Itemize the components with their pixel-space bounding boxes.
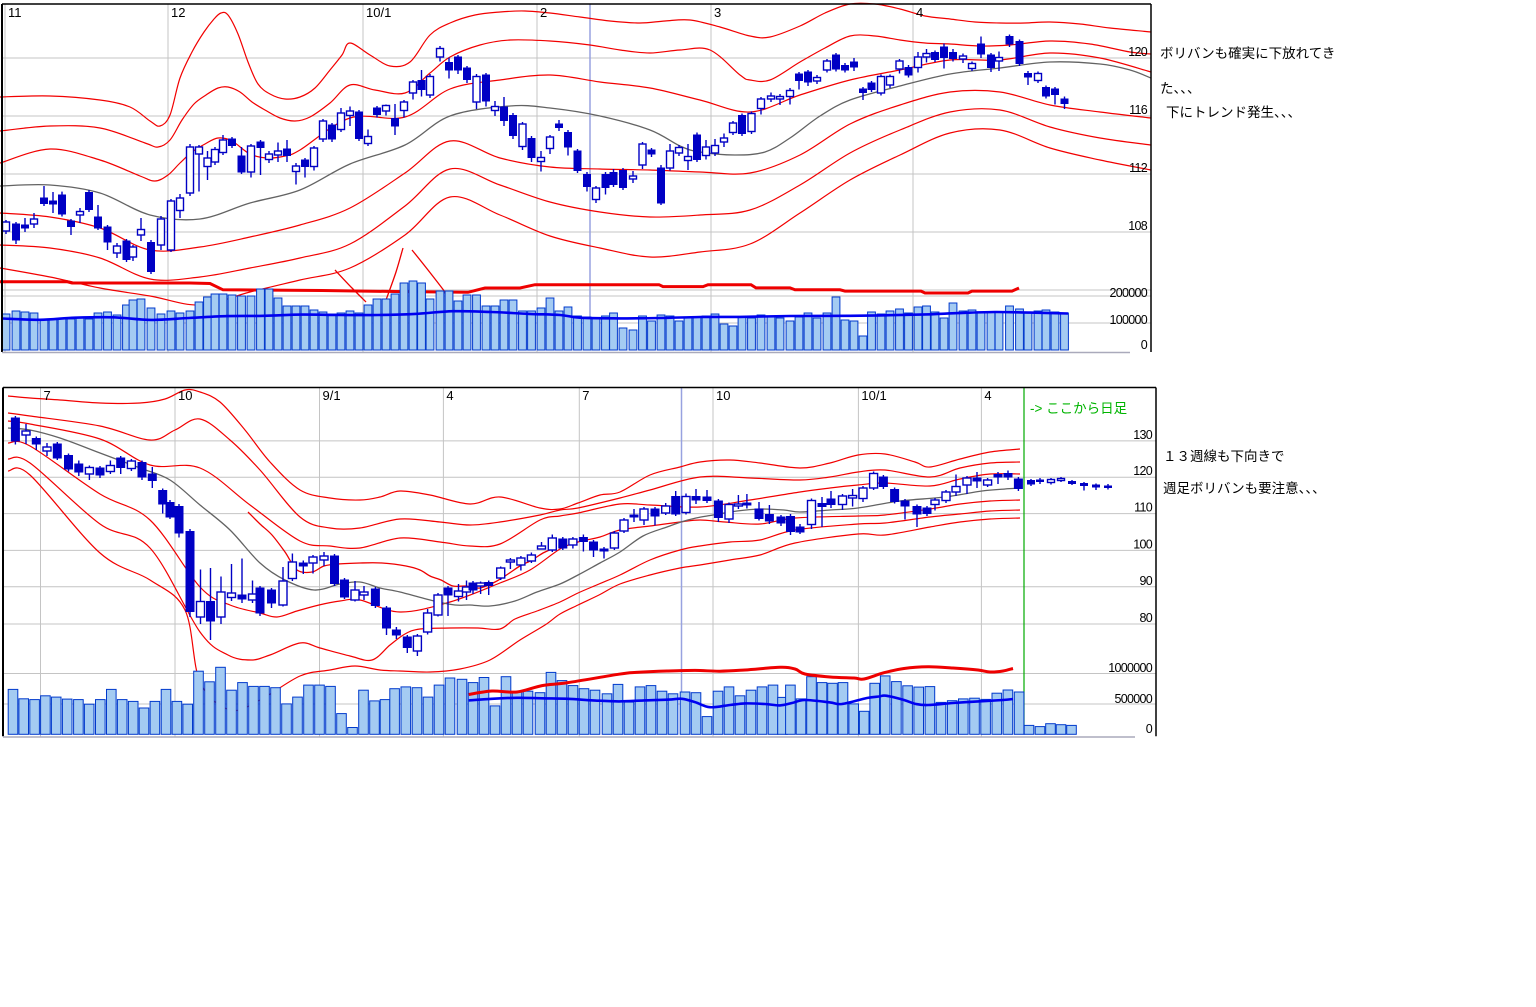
svg-text:0: 0 <box>1141 338 1148 352</box>
svg-text:ボリバンも確実に下放れてき: ボリバンも確実に下放れてき <box>1160 46 1335 61</box>
svg-text:週足ボリバンも要注意、、、: 週足ボリバンも要注意、、、 <box>1163 480 1326 496</box>
svg-text:た、、、: た、、、 <box>1160 81 1201 96</box>
svg-text:7: 7 <box>582 388 589 403</box>
svg-text:110: 110 <box>1134 501 1153 515</box>
svg-text:4: 4 <box>446 388 453 403</box>
svg-text:100: 100 <box>1133 537 1153 551</box>
svg-text:10/1: 10/1 <box>366 5 391 20</box>
svg-text:116: 116 <box>1129 103 1148 117</box>
svg-text:1000000: 1000000 <box>1108 661 1153 675</box>
svg-text:3: 3 <box>714 5 721 20</box>
svg-text:130: 130 <box>1133 428 1153 442</box>
svg-text:10: 10 <box>716 388 730 403</box>
svg-text:9/1: 9/1 <box>323 388 341 403</box>
svg-text:120: 120 <box>1133 464 1153 478</box>
svg-text:11: 11 <box>8 5 22 20</box>
svg-text:0: 0 <box>1146 722 1153 736</box>
svg-text:200000: 200000 <box>1109 286 1147 300</box>
svg-text:12: 12 <box>171 5 185 20</box>
svg-text:4: 4 <box>916 5 923 20</box>
svg-text:112: 112 <box>1129 161 1148 175</box>
svg-text:120: 120 <box>1128 45 1148 59</box>
svg-text:下にトレンド発生、、、: 下にトレンド発生、、、 <box>1166 105 1301 120</box>
svg-text:4: 4 <box>984 388 991 403</box>
svg-text:90: 90 <box>1139 574 1152 588</box>
svg-text:80: 80 <box>1139 611 1152 625</box>
svg-text:10/1: 10/1 <box>861 388 886 403</box>
svg-text:100000: 100000 <box>1109 313 1147 327</box>
svg-text:500000: 500000 <box>1114 692 1152 706</box>
svg-text:１３週線も下向きで: １３週線も下向きで <box>1163 449 1285 464</box>
svg-text:10: 10 <box>178 388 192 403</box>
svg-text:-> ここから日足: -> ここから日足 <box>1030 401 1128 416</box>
svg-text:7: 7 <box>44 388 51 403</box>
svg-text:108: 108 <box>1128 219 1148 233</box>
svg-text:2: 2 <box>540 5 547 20</box>
